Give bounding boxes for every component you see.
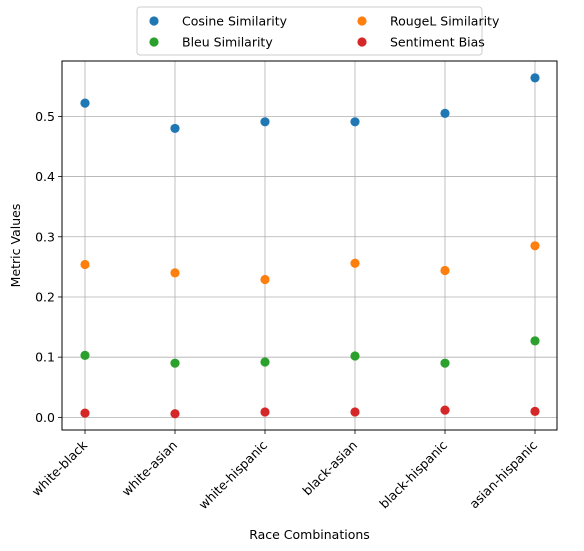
legend-marker — [149, 37, 159, 47]
axis-ticks: 0.0 0.1 0.2 0.3 0.4 0.5 white-black white-asian… — [29, 109, 541, 512]
data-points — [80, 73, 540, 419]
x-tick-label: white-asian — [119, 438, 180, 499]
data-point — [170, 123, 180, 134]
x-tick-label: white-hispanic — [196, 437, 271, 512]
data-point — [80, 98, 90, 108]
data-point — [170, 358, 180, 368]
y-tick-label: 0.5 — [35, 109, 55, 124]
data-point — [530, 406, 540, 416]
data-point — [80, 408, 90, 418]
data-point — [260, 274, 270, 285]
data-point — [80, 350, 90, 360]
data-point — [260, 357, 270, 367]
data-point — [170, 409, 180, 419]
x-tick-label: white-black — [29, 437, 91, 499]
x-axis-label: Race Combinations — [249, 527, 370, 542]
y-tick-label: 0.0 — [35, 410, 55, 425]
y-tick-label: 0.2 — [35, 289, 55, 304]
x-tick-label: black-asian — [299, 438, 360, 499]
legend-marker — [149, 16, 159, 26]
plot-area — [61, 60, 558, 431]
y-axis-label: Metric Values — [8, 204, 23, 288]
data-point — [260, 117, 270, 127]
x-tick-label: black-hispanic — [376, 437, 450, 511]
legend-marker — [357, 16, 367, 26]
data-point — [530, 336, 540, 346]
data-point — [440, 405, 450, 415]
grid — [62, 61, 557, 430]
y-tick-label: 0.4 — [35, 169, 55, 184]
y-tick-label: 0.3 — [35, 229, 55, 244]
x-tick-label: asian-hispanic — [466, 437, 540, 511]
y-tick-label: 0.1 — [35, 350, 55, 365]
legend-entry: RougeL Similarity — [390, 14, 500, 29]
data-point — [350, 351, 360, 361]
data-point — [350, 407, 360, 417]
data-point — [440, 358, 450, 368]
legend: Cosine Similarity RougeL Similarity Bleu S… — [136, 6, 500, 56]
legend-entry: Cosine Similarity — [182, 14, 288, 29]
legend-marker — [357, 37, 367, 47]
data-point — [170, 268, 180, 278]
legend-entry: Sentiment Bias — [390, 35, 485, 50]
data-point — [260, 407, 270, 417]
legend-box — [136, 6, 483, 56]
data-point — [530, 241, 540, 251]
data-point — [440, 265, 450, 276]
data-point — [350, 258, 360, 268]
data-point — [440, 108, 450, 118]
legend-entry: Bleu Similarity — [182, 35, 273, 50]
data-point — [530, 73, 540, 83]
data-point — [350, 117, 360, 127]
data-point — [80, 259, 90, 270]
